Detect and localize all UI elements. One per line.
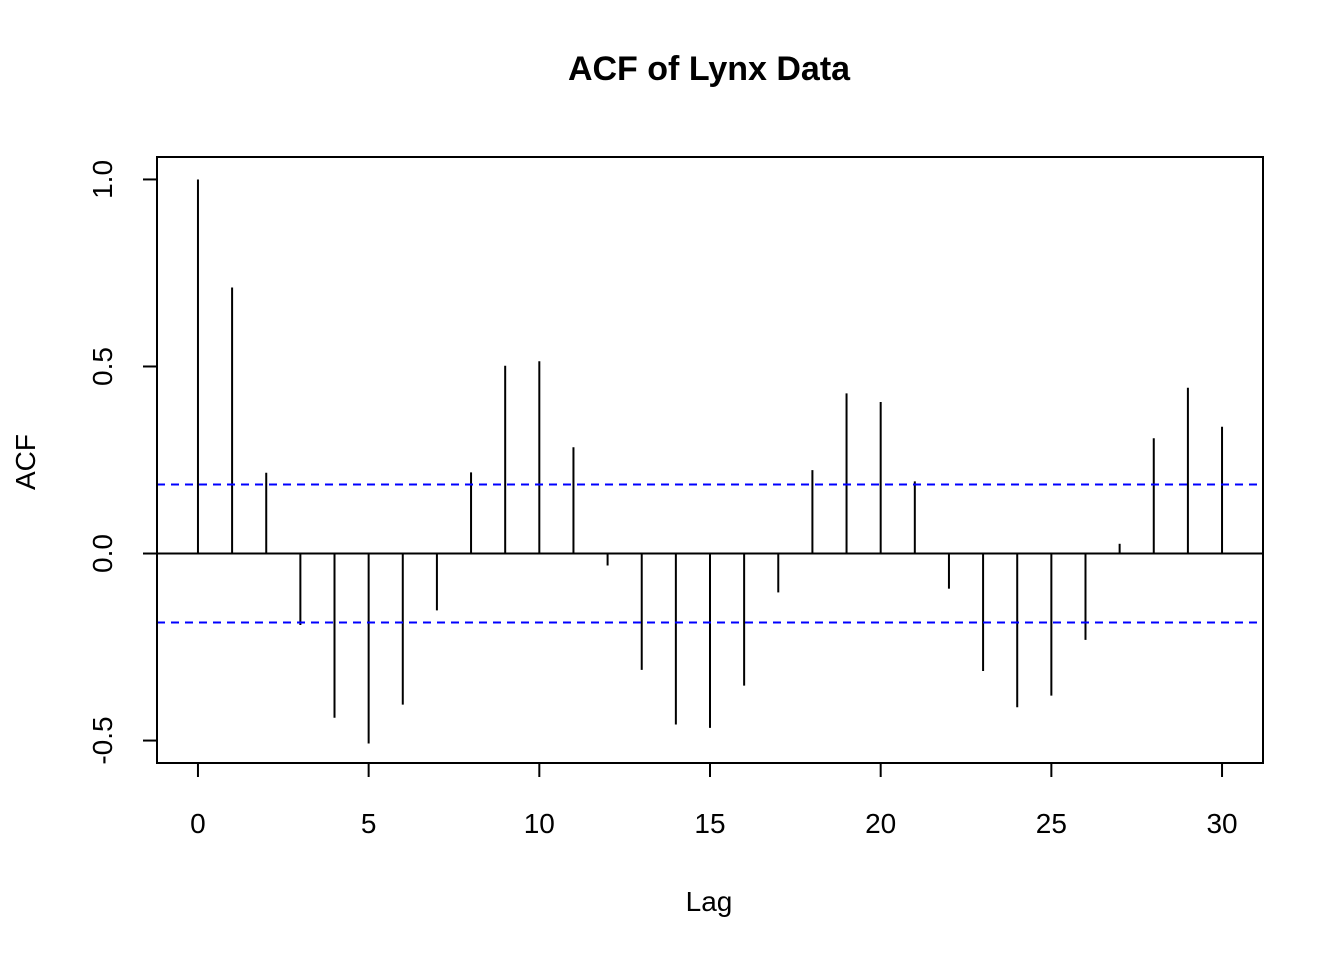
x-axis: 0 5 10 15 20 25 30 bbox=[190, 762, 1238, 839]
y-axis: -0.5 0.0 0.5 1.0 bbox=[87, 160, 158, 765]
chart-title: ACF of Lynx Data bbox=[568, 50, 851, 88]
x-tick-label-10: 10 bbox=[524, 808, 555, 839]
x-tick-label-0: 0 bbox=[190, 808, 206, 839]
x-tick-label-5: 5 bbox=[361, 808, 377, 839]
x-tick-label-30: 30 bbox=[1206, 808, 1237, 839]
confidence-bounds bbox=[157, 483, 1263, 624]
x-axis-label: Lag bbox=[686, 886, 733, 917]
y-tick-label--0.5: -0.5 bbox=[87, 716, 118, 764]
y-axis-label: ACF bbox=[10, 434, 41, 490]
x-tick-label-15: 15 bbox=[694, 808, 725, 839]
y-tick-label-0.5: 0.5 bbox=[87, 347, 118, 386]
y-tick-label-1.0: 1.0 bbox=[87, 160, 118, 199]
x-tick-label-25: 25 bbox=[1036, 808, 1067, 839]
x-tick-label-20: 20 bbox=[865, 808, 896, 839]
y-tick-label-0.0: 0.0 bbox=[87, 534, 118, 573]
acf-bars bbox=[157, 179, 1263, 744]
